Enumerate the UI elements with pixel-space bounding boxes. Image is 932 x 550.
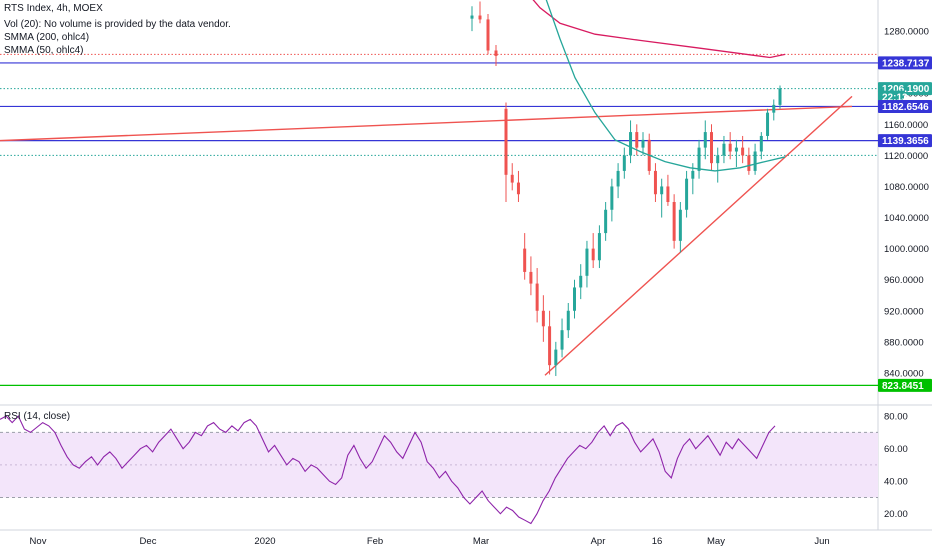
price-tick-label: 1120.0000 (884, 151, 928, 162)
trendline-lower (544, 95, 853, 376)
candle-body (597, 233, 601, 261)
candle-body (516, 182, 520, 195)
time-tick-label: Mar (473, 536, 489, 547)
price-tag-label: 823.8451 (882, 381, 924, 392)
candle-body (504, 108, 508, 175)
candle-body (494, 50, 498, 56)
time-tick-label: May (707, 536, 725, 547)
candle-body (716, 155, 720, 164)
time-axis: Nov Dec 2020 Feb Mar Apr 16 May Jun (30, 536, 830, 547)
rsi-tick-label: 80.00 (884, 412, 908, 423)
price-tick-label: 1080.0000 (884, 182, 929, 193)
candle-body (710, 132, 713, 164)
time-tick-label: Apr (591, 536, 606, 547)
time-tick-label: 2020 (254, 536, 275, 547)
candle-body (672, 202, 676, 241)
candle-body (622, 155, 626, 171)
price-tick-label: 960.0000 (884, 275, 924, 286)
candle-body (610, 186, 614, 210)
candle-body (772, 104, 776, 113)
candle-body (678, 209, 682, 241)
candle-body (722, 143, 726, 156)
candle-body (691, 170, 695, 179)
price-tag-label: 1139.3656 (882, 136, 929, 147)
rsi-tick-label: 40.00 (884, 477, 908, 488)
time-tick-label: 16 (652, 536, 663, 547)
rsi-tick-label: 20.00 (884, 509, 908, 520)
smma50-line (545, 0, 786, 172)
candle-body (697, 147, 701, 171)
candle-body (585, 248, 589, 276)
price-tick-label: 920.0000 (884, 306, 924, 317)
time-tick-label: Jun (814, 536, 829, 547)
time-tick-label: Dec (140, 536, 157, 547)
rsi-tick-label: 60.00 (884, 444, 908, 455)
candle-body (470, 15, 474, 19)
candle-body (560, 330, 564, 350)
candle-body (660, 186, 664, 195)
candle-body (766, 112, 770, 136)
candle-body (573, 287, 576, 311)
price-tag-label: 22:13 (882, 93, 908, 104)
smma50-legend: SMMA (50, ohlc4) (4, 45, 84, 56)
smma200-line (532, 0, 771, 59)
candle-body (753, 151, 757, 171)
price-tick-label: 1000.0000 (884, 244, 929, 255)
price-tag-bg (878, 99, 932, 113)
candle-body (523, 248, 527, 272)
smma200-line-tail (769, 53, 786, 59)
time-tick-label: Nov (30, 536, 47, 547)
candle-body (685, 178, 689, 210)
candle-body (616, 170, 620, 187)
candle-body (579, 275, 583, 288)
candle-body (747, 155, 751, 171)
candle-body (554, 349, 558, 366)
candle-body (728, 143, 732, 152)
candle-body (591, 248, 595, 261)
chart-title: RTS Index, 4h, MOEX (4, 3, 103, 14)
price-tag-label: 1206.1900 (882, 84, 930, 95)
rsi-pane (0, 415, 878, 525)
candle-body (635, 132, 639, 148)
volume-legend: Vol (20): No volume is provided by the d… (4, 19, 231, 30)
price-tick-label: 840.0000 (884, 368, 924, 379)
price-tag-bg (878, 56, 932, 70)
candle-body (759, 135, 763, 152)
price-tag-label: 1238.7137 (882, 58, 930, 69)
candle-body (734, 147, 738, 152)
candle-body (535, 283, 539, 311)
candle-body (529, 271, 533, 284)
candle-body (629, 132, 633, 156)
price-tick-label: 1040.0000 (884, 213, 929, 224)
price-tick-label: 1160.0000 (884, 120, 928, 131)
trendline-upper (0, 105, 853, 142)
price-tag-bg (878, 134, 932, 148)
price-tag-label: 1182.6546 (882, 102, 929, 113)
price-pane (0, 0, 932, 531)
candle-body (548, 326, 552, 366)
price-tick-label: 1280.0000 (884, 27, 929, 38)
candle-body (778, 88, 782, 105)
price-tag-bg (878, 378, 932, 392)
candle-body (641, 139, 645, 148)
price-tick-label: 880.0000 (884, 337, 924, 348)
candle-body (653, 170, 657, 195)
candle-body (541, 310, 545, 327)
candle-body (486, 19, 490, 51)
candle-body (478, 15, 482, 20)
time-tick-label: Feb (367, 536, 383, 547)
candle-body (741, 147, 745, 156)
candle-body (566, 310, 570, 331)
candle-body (604, 209, 608, 234)
candle-body (510, 174, 514, 183)
candle-body (703, 132, 707, 148)
rsi-legend: RSI (14, close) (4, 411, 71, 422)
smma200-legend: SMMA (200, ohlc4) (4, 32, 90, 43)
candle-body (666, 186, 670, 202)
rsi-line (0, 415, 776, 525)
